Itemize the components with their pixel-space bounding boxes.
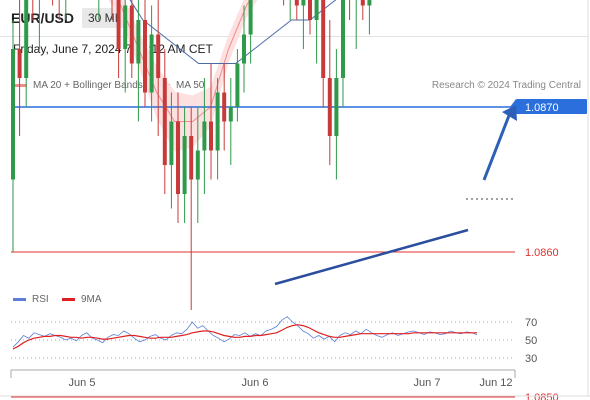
rsi-swatch <box>13 297 26 301</box>
candle-body <box>235 63 240 107</box>
candle-body <box>367 0 372 6</box>
rsi-legend-rsi: RSI <box>13 294 49 305</box>
candle-body <box>314 0 319 20</box>
rsi-line <box>12 316 478 348</box>
candle-body <box>301 0 306 6</box>
legend-ma50-label: MA 50 <box>176 80 205 91</box>
candle-body <box>24 0 29 78</box>
x-tick-label: Jun 12 <box>479 377 512 389</box>
legend-ma20-label: MA 20 + Bollinger Bands <box>33 80 143 91</box>
rsi-tick-70: 70 <box>525 317 537 329</box>
level-tag-2 <box>516 99 587 114</box>
candle-body <box>360 0 365 6</box>
rsi-ma-legend-label: 9MA <box>81 294 102 305</box>
projection-arrow <box>482 112 512 181</box>
candle-body <box>228 107 233 122</box>
candle-body <box>294 0 299 6</box>
support-trendline <box>274 228 469 286</box>
candle-body <box>182 136 187 194</box>
rsi-tick-50: 50 <box>525 335 537 347</box>
candle-body <box>162 78 167 165</box>
level-label-3: 1.0860 <box>525 247 559 259</box>
candle-body <box>143 20 147 93</box>
candle-body <box>202 121 207 151</box>
x-tick-label: Jun 7 <box>414 377 441 389</box>
candle-body <box>123 5 128 49</box>
candle-body <box>149 34 154 93</box>
candle-body <box>308 0 312 20</box>
candle-body <box>136 20 141 64</box>
candle-body <box>116 0 121 49</box>
chart-datetime: Friday, June 7, 2024 7:24:12 AM CET <box>13 42 213 56</box>
x-tick-label: Jun 6 <box>242 377 269 389</box>
credit-text: Research © 2024 Trading Central <box>431 80 581 91</box>
candle-body <box>11 49 15 180</box>
candle-body <box>17 49 22 78</box>
rsi-tick-30: 30 <box>525 353 537 365</box>
candle-body <box>209 121 213 151</box>
candle-body <box>169 121 174 165</box>
candle-body <box>156 34 161 78</box>
candle-body <box>248 0 253 35</box>
candle-body <box>189 136 194 180</box>
candle-body <box>222 92 227 122</box>
candle-body <box>242 34 246 64</box>
candle-body <box>129 5 134 64</box>
projection-arrowhead <box>502 105 517 121</box>
candle-body <box>327 78 332 136</box>
ma9-swatch <box>62 297 75 301</box>
bollinger-band <box>108 0 258 152</box>
candle-body <box>341 0 345 78</box>
candle-body <box>215 92 220 151</box>
candle-body <box>334 78 339 136</box>
rsi-legend-ma: 9MA <box>62 294 102 305</box>
rsi-ma-line <box>12 324 477 350</box>
candle-body <box>176 121 180 194</box>
candle-body <box>321 0 326 78</box>
x-tick-label: Jun 5 <box>69 377 96 389</box>
level-label-2: 1.0870 <box>525 102 559 114</box>
candle-body <box>195 150 200 180</box>
ma20-line <box>116 0 251 122</box>
rsi-legend-label: RSI <box>32 294 49 305</box>
